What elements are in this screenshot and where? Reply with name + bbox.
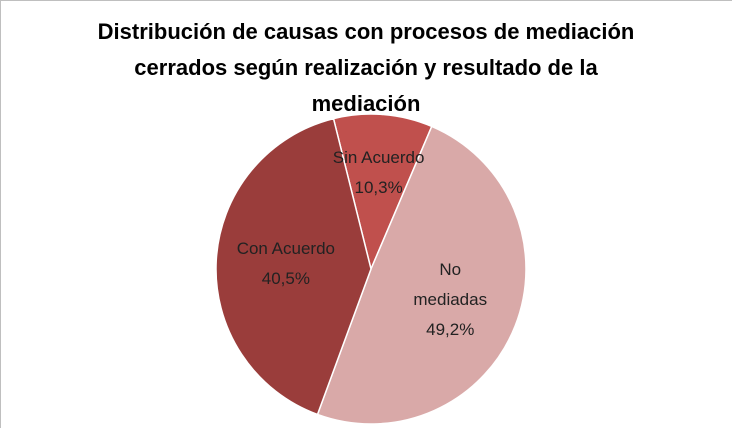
pie-slice: [316, 125, 527, 425]
value-label: 10,3%: [354, 178, 403, 198]
category-label: No mediadas: [413, 260, 488, 310]
category-label: Sin Acuerdo: [332, 148, 425, 168]
pie-slice: [215, 117, 372, 416]
pie-slice: [332, 113, 433, 272]
slice-label: No mediadas 49,2%: [405, 255, 495, 345]
slice-label: Con Acuerdo 40,5%: [211, 234, 361, 294]
value-label: 40,5%: [261, 269, 310, 289]
chart-title: Distribución de causas con procesos de m…: [97, 19, 635, 116]
category-label: Con Acuerdo: [236, 239, 335, 259]
value-label: 49,2%: [426, 320, 475, 340]
slice-label: Sin Acuerdo 10,3%: [304, 143, 454, 203]
